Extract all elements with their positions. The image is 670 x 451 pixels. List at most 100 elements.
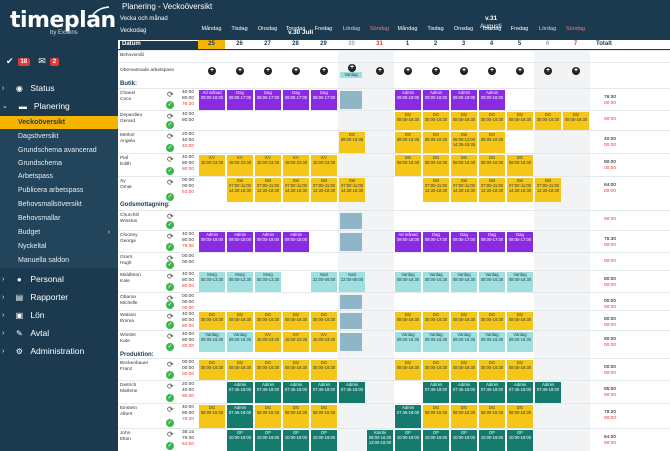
- shift-block[interactable]: Admin 07:45-18:00: [451, 382, 477, 403]
- refresh-icon[interactable]: ⟳: [167, 112, 174, 121]
- shift-block[interactable]: Admin 07:45-18:00: [339, 382, 365, 403]
- person-name[interactable]: John Elton: [120, 431, 131, 442]
- shift-block[interactable]: DP 10:00-19:00: [283, 430, 309, 451]
- add-shift-icon[interactable]: +: [488, 67, 496, 75]
- shift-block[interactable]: DG 08:00-16:30: [395, 155, 421, 176]
- subnav-grundschema-avancerad[interactable]: Grundschema avancerad: [18, 147, 97, 155]
- check-icon[interactable]: ✓: [166, 121, 174, 129]
- person-name[interactable]: Chanel Coco: [120, 91, 135, 102]
- refresh-icon[interactable]: ⟳: [167, 332, 174, 341]
- mail-icon[interactable]: [340, 295, 362, 309]
- shift-block[interactable]: DG 08:00-16:30: [283, 360, 309, 380]
- shift-block[interactable]: Admin 09:00-18:00: [283, 232, 309, 252]
- person-name[interactable]: Depardieu Gerard: [120, 113, 142, 124]
- shift-block[interactable]: DP 10:00-19:00: [227, 430, 253, 451]
- refresh-icon[interactable]: ⟳: [167, 232, 174, 241]
- shift-block[interactable]: DG 08:00-16:30: [395, 132, 421, 153]
- add-shift-icon[interactable]: +: [348, 64, 356, 72]
- refresh-icon[interactable]: ⟳: [167, 254, 174, 263]
- shift-block[interactable]: DG 08:00-16:30: [423, 155, 449, 176]
- shift-block[interactable]: KV 15:00-23:30: [283, 155, 309, 176]
- check-count-badge[interactable]: 18: [17, 57, 31, 66]
- shift-block[interactable]: Dag 08:00-17:00: [283, 90, 309, 110]
- check-icon[interactable]: ✔: [6, 56, 14, 66]
- mail-icon[interactable]: [340, 333, 362, 351]
- add-shift-icon[interactable]: +: [432, 67, 440, 75]
- shift-block[interactable]: Ad månad 09:00-18:00: [395, 232, 421, 252]
- shift-block[interactable]: KV 15:00-23:30: [283, 332, 309, 352]
- person-name[interactable]: Obama Michelle: [120, 295, 138, 306]
- person-name[interactable]: Merkel Angela: [120, 133, 135, 144]
- subnav-veckooversikt[interactable]: Veckoöversikt: [0, 116, 118, 130]
- shift-block[interactable]: DG 08:00-16:30: [423, 312, 449, 330]
- shift-block[interactable]: DG 08:00-16:30: [199, 360, 225, 380]
- shift-block[interactable]: DG 08:00-16:30: [451, 155, 477, 176]
- check-icon[interactable]: ✓: [166, 394, 174, 402]
- subnav-publicera[interactable]: Publicera arbetspass: [18, 187, 84, 195]
- shift-block[interactable]: Admin 07:45-18:00: [227, 382, 253, 403]
- person-name[interactable]: Winslet Kate: [120, 333, 136, 344]
- shift-block[interactable]: Vardag 08:00-16:30: [423, 272, 449, 292]
- shift-block[interactable]: DG 08:00-16:30: [451, 112, 477, 130]
- shift-block[interactable]: DP 10:00-19:00: [423, 430, 449, 451]
- check-icon[interactable]: ✓: [166, 371, 174, 379]
- shift-block[interactable]: Dag 08:00-17:00: [451, 232, 477, 252]
- shift-block[interactable]: DG 08:00-16:30: [479, 405, 505, 428]
- shift-block[interactable]: DP 10:00-19:00: [255, 430, 281, 451]
- add-shift-icon[interactable]: +: [460, 67, 468, 75]
- check-icon[interactable]: ✓: [166, 167, 174, 175]
- shift-block[interactable]: DG 08:00-16:30: [395, 360, 421, 380]
- shift-block[interactable]: Del 07:00-11:00 14:30-18:30: [479, 178, 505, 202]
- person-name[interactable]: Beckenbauer Franz: [120, 361, 148, 372]
- subnav-grundschema[interactable]: Grundschema: [18, 160, 62, 168]
- shift-block[interactable]: Admin 07:45-18:00: [227, 405, 253, 428]
- shift-block[interactable]: DG 08:00-16:30: [423, 405, 449, 428]
- person-name[interactable]: Churchill Winston: [120, 213, 139, 224]
- shift-block[interactable]: KV 15:00-23:30: [255, 332, 281, 352]
- shift-block[interactable]: Del 07:00-11:00 14:30-18:30: [227, 178, 253, 202]
- shift-block[interactable]: KV 15:00-23:30: [255, 155, 281, 176]
- check-icon[interactable]: ✓: [166, 243, 174, 251]
- shift-block[interactable]: DP 10:00-19:00: [311, 430, 337, 451]
- shift-block[interactable]: Natt 22:00-06:00: [339, 272, 365, 292]
- shift-block[interactable]: Morg 05:00-13:30: [199, 272, 225, 292]
- refresh-icon[interactable]: ⟳: [167, 132, 174, 141]
- shift-block[interactable]: DG 08:00-16:30: [311, 405, 337, 428]
- refresh-icon[interactable]: ⟳: [167, 155, 174, 164]
- shift-block[interactable]: Vardag 08:00-16:30: [227, 332, 253, 352]
- shift-block[interactable]: Vardag 08:00-16:30: [395, 272, 421, 292]
- shift-block[interactable]: Morg 05:00-13:30: [227, 272, 253, 292]
- shift-block[interactable]: DG 08:00-16:30: [339, 132, 365, 153]
- shift-block[interactable]: DG 08:00-16:30: [311, 312, 337, 330]
- shift-block[interactable]: Del 07:00-11:00 14:30-18:30: [283, 178, 309, 202]
- shift-block[interactable]: Admin 09:00-18:00: [451, 90, 477, 110]
- shift-block[interactable]: Admin 07:45-18:00: [255, 382, 281, 403]
- shift-block[interactable]: DG 08:00-16:30: [507, 312, 533, 330]
- shift-block[interactable]: DG 08:00-16:30: [227, 360, 253, 380]
- refresh-icon[interactable]: ⟳: [167, 360, 174, 369]
- refresh-icon[interactable]: ⟳: [167, 294, 174, 303]
- mail-icon[interactable]: [340, 233, 362, 251]
- shift-block[interactable]: Vardag 08:00-16:30: [507, 272, 533, 292]
- shift-block[interactable]: DG 08:00-16:30: [395, 112, 421, 130]
- shift-block[interactable]: Admin 09:00-18:00: [227, 232, 253, 252]
- mail-icon[interactable]: ✉: [38, 56, 46, 66]
- person-name[interactable]: Grant Hugh: [120, 255, 132, 266]
- shift-block[interactable]: KV 15:00-23:30: [227, 155, 253, 176]
- shift-block[interactable]: DP 10:00-19:00: [507, 430, 533, 451]
- check-icon[interactable]: ✓: [166, 283, 174, 291]
- shift-block[interactable]: DG 08:00-16:30: [255, 360, 281, 380]
- shift-block[interactable]: DG 08:00-16:30: [479, 132, 505, 153]
- add-shift-icon[interactable]: +: [376, 67, 384, 75]
- refresh-icon[interactable]: ⟳: [167, 430, 174, 439]
- shift-block[interactable]: Del 07:00-11:00 14:30-18:30: [507, 178, 533, 202]
- shift-block[interactable]: DG 08:00-16:30: [507, 112, 533, 130]
- shift-block[interactable]: DG 08:00-16:30: [199, 312, 225, 330]
- shift-block[interactable]: Vardag 08:00-16:30: [479, 332, 505, 352]
- shift-block[interactable]: DG 08:00-16:30: [535, 112, 561, 130]
- shift-block[interactable]: DG 08:00-16:30: [255, 405, 281, 428]
- shift-block[interactable]: Admin 07:45-18:00: [311, 382, 337, 403]
- add-shift-icon[interactable]: +: [516, 67, 524, 75]
- shift-block[interactable]: DP 10:00-19:00: [395, 430, 421, 451]
- check-icon[interactable]: ✓: [166, 261, 174, 269]
